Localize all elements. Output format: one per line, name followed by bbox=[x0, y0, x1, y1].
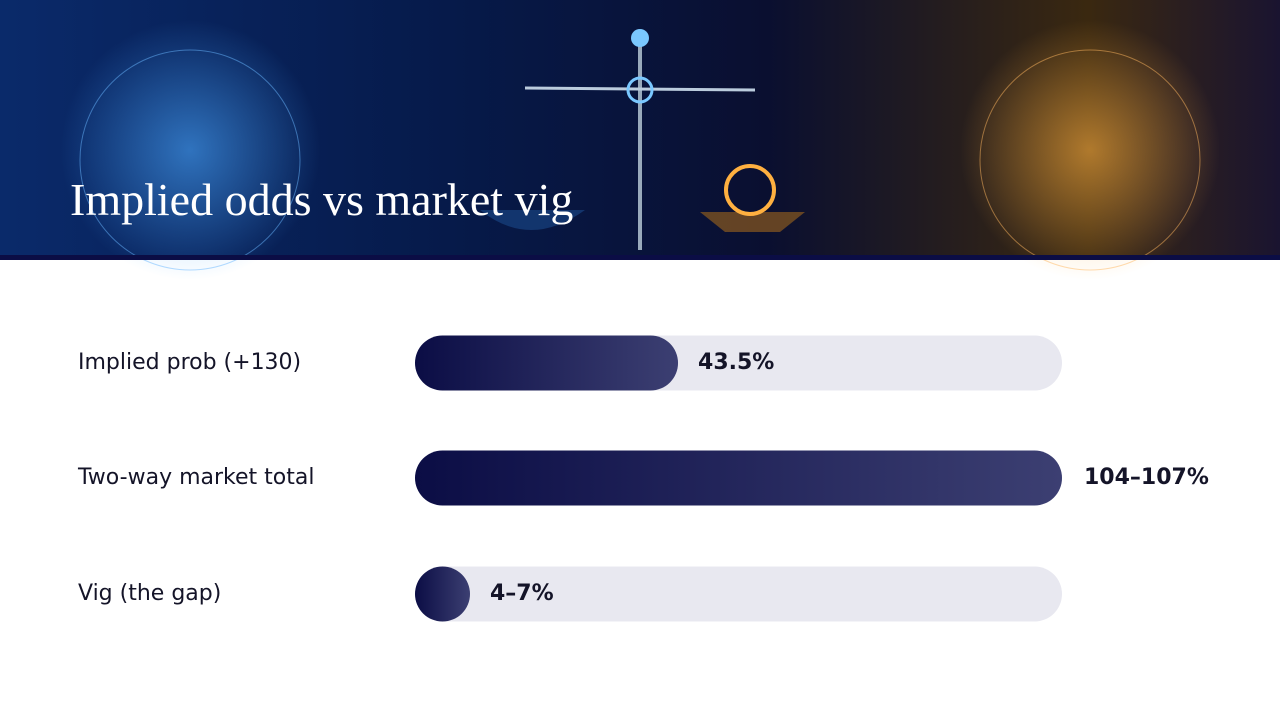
category-label: Vig (the gap) bbox=[78, 581, 221, 606]
plot-area: Implied prob (+130) 43.5% Two-way market t… bbox=[77, 335, 1209, 622]
bar bbox=[415, 450, 1062, 506]
category-label: Implied prob (+130) bbox=[78, 350, 301, 375]
bar-track bbox=[415, 566, 1062, 622]
chart-title: Implied odds vs market vig bbox=[70, 174, 573, 225]
value-label: 43.5% bbox=[698, 350, 774, 375]
category-label: Two-way market total bbox=[77, 465, 314, 490]
bar bbox=[415, 335, 679, 391]
banner bbox=[0, 0, 1280, 280]
bar bbox=[415, 566, 470, 622]
value-label: 4–7% bbox=[490, 581, 554, 606]
value-label: 104–107% bbox=[1084, 465, 1209, 490]
